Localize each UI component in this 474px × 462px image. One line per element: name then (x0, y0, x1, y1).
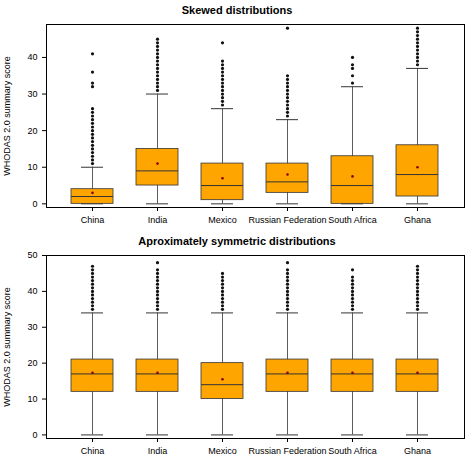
svg-text:10: 10 (27, 394, 37, 404)
svg-text:Russian Federation: Russian Federation (248, 446, 326, 456)
svg-text:20: 20 (27, 358, 37, 368)
svg-text:South Africa: South Africa (328, 446, 377, 456)
svg-text:WHODAS 2.0 summary score: WHODAS 2.0 summary score (2, 56, 12, 176)
svg-text:30: 30 (27, 322, 37, 332)
svg-text:40: 40 (27, 286, 37, 296)
svg-text:20: 20 (27, 126, 37, 136)
svg-text:Mexico: Mexico (208, 446, 237, 456)
svg-text:WHODAS 2.0 summary score: WHODAS 2.0 summary score (2, 287, 12, 407)
svg-text:0: 0 (32, 430, 37, 440)
svg-text:30: 30 (27, 89, 37, 99)
svg-text:China: China (81, 215, 105, 225)
html-text:Skewed distributions: Skewed distributions (181, 4, 293, 16)
svg-text:India: India (148, 215, 168, 225)
svg-text:Mexico: Mexico (208, 215, 237, 225)
svg-text:10: 10 (27, 162, 37, 172)
svg-text:Ghana: Ghana (404, 446, 431, 456)
svg-text:40: 40 (27, 52, 37, 62)
html-text:Aproximately symmetric distrib: Aproximately symmetric distributions (138, 235, 336, 247)
svg-text:India: India (148, 446, 168, 456)
svg-text:Russian Federation: Russian Federation (248, 215, 326, 225)
svg-text:0: 0 (32, 199, 37, 209)
svg-text:South Africa: South Africa (328, 215, 377, 225)
svg-text:50: 50 (27, 250, 37, 260)
svg-text:Ghana: Ghana (404, 215, 431, 225)
svg-text:China: China (81, 446, 105, 456)
